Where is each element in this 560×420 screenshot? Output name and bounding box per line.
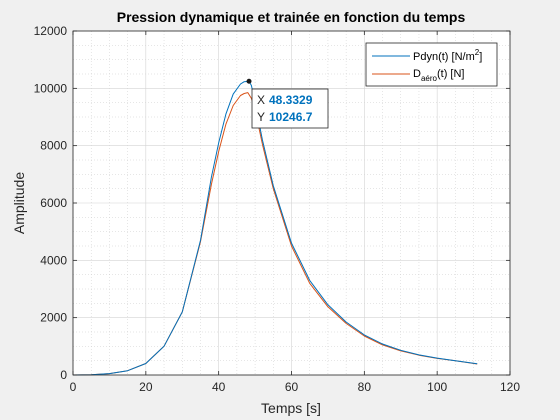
y-tick-label: 8000 bbox=[40, 139, 67, 153]
legend-entry-daero: Daéro(t) [N] bbox=[413, 68, 464, 83]
x-tick-label: 80 bbox=[358, 380, 372, 394]
x-tick-label: 120 bbox=[500, 380, 520, 394]
legend-daero-subscript: aéro bbox=[421, 74, 438, 83]
legend-pdyn-main: Pdyn(t) [N/m bbox=[413, 51, 475, 63]
x-tick-label: 0 bbox=[70, 380, 77, 394]
y-tick-label: 12000 bbox=[34, 24, 68, 38]
datatip-y-value: 10246.7 bbox=[269, 110, 313, 124]
datatip-y-key: Y bbox=[257, 110, 265, 124]
y-tick-label: 2000 bbox=[40, 311, 67, 325]
y-tick-label: 6000 bbox=[40, 196, 67, 210]
x-tick-label: 60 bbox=[285, 380, 299, 394]
y-axis-ticks: 0 2000 4000 6000 8000 10000 12000 bbox=[34, 24, 510, 382]
legend-box bbox=[365, 42, 498, 87]
datatip-x-key: X bbox=[257, 93, 265, 107]
y-axis-label: Amplitude bbox=[11, 172, 27, 234]
x-tick-label: 100 bbox=[427, 380, 447, 394]
x-axis-ticks: 0 20 40 60 80 100 120 bbox=[70, 31, 520, 394]
y-tick-label: 4000 bbox=[40, 253, 67, 267]
legend-daero-tail: (t) [N] bbox=[437, 68, 465, 80]
x-tick-label: 20 bbox=[139, 380, 153, 394]
y-tick-label: 10000 bbox=[34, 81, 68, 95]
x-axis-label: Temps [s] bbox=[261, 400, 321, 416]
datatip-box bbox=[251, 88, 329, 129]
datatip[interactable]: X 48.3329 Y 10246.7 bbox=[246, 78, 329, 129]
legend-daero-main: D bbox=[413, 68, 421, 80]
y-tick-label: 0 bbox=[60, 368, 67, 382]
legend-entry-pdyn: Pdyn(t) [N/m2] bbox=[413, 48, 482, 63]
datatip-x-value: 48.3329 bbox=[269, 93, 313, 107]
datatip-marker bbox=[246, 78, 252, 84]
x-tick-label: 40 bbox=[212, 380, 226, 394]
chart-title: Pression dynamique et trainée en fonctio… bbox=[117, 9, 466, 25]
legend-pdyn-superscript: 2 bbox=[475, 48, 480, 57]
legend[interactable]: Pdyn(t) [N/m2] Daéro(t) [N] bbox=[365, 42, 498, 87]
legend-pdyn-tail: ] bbox=[479, 51, 482, 63]
